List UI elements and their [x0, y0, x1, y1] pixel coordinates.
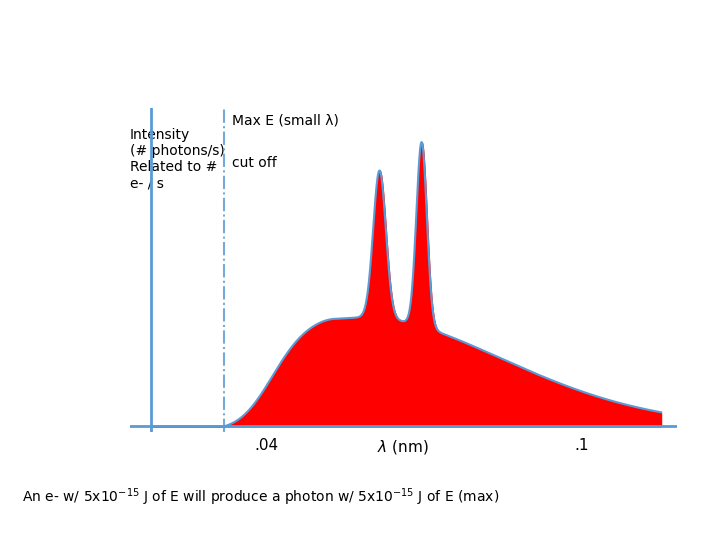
Text: .04: .04 — [254, 438, 279, 453]
Text: .1: .1 — [575, 438, 590, 453]
Text: Max E (small λ): Max E (small λ) — [232, 114, 339, 127]
Text: cut off: cut off — [232, 156, 277, 170]
Text: $\lambda$ (nm): $\lambda$ (nm) — [377, 438, 429, 456]
Text: An e- w/ 5x10$^{-15}$ J of E will produce a photon w/ 5x10$^{-15}$ J of E (max): An e- w/ 5x10$^{-15}$ J of E will produc… — [22, 486, 499, 508]
Text: Intensity
(# photons/s)
Related to #
e- / s: Intensity (# photons/s) Related to # e- … — [130, 128, 225, 191]
